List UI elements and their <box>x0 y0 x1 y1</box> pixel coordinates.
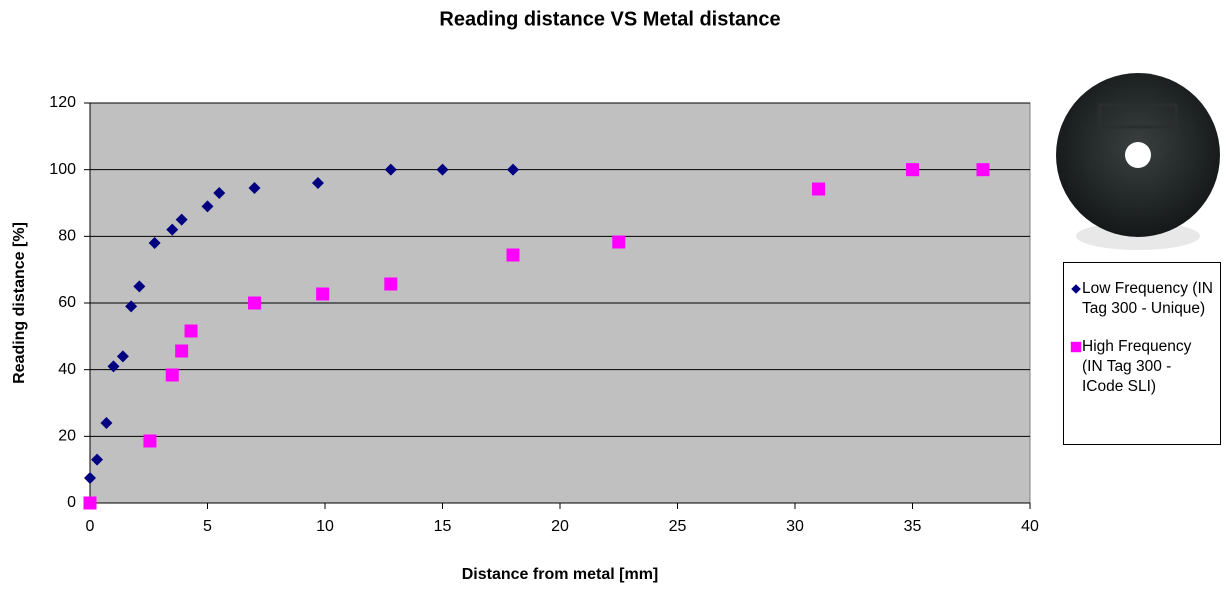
legend-entry: High Frequency (IN Tag 300 - ICode SLI) <box>1070 337 1214 397</box>
point <box>248 297 261 310</box>
tag-image <box>1056 73 1220 250</box>
legend-symbol <box>1070 341 1082 353</box>
point <box>612 236 625 249</box>
x-tick-label: 5 <box>203 518 212 535</box>
x-tick-label: 40 <box>1021 518 1039 535</box>
x-tick-label: 0 <box>86 518 95 535</box>
chart-title: Reading distance VS Metal distance <box>439 8 780 30</box>
y-tick-label: 40 <box>58 361 76 378</box>
y-tick-label: 100 <box>49 161 76 178</box>
legend-entry: Low Frequency (IN Tag 300 - Unique) <box>1070 279 1214 319</box>
point <box>175 345 188 358</box>
point <box>185 325 198 338</box>
point <box>1071 284 1081 294</box>
legend: Low Frequency (IN Tag 300 - Unique) High … <box>1063 262 1221 445</box>
y-tick-label: 120 <box>49 94 76 111</box>
page: {"chart_data": {"type": "scatter", "titl… <box>0 0 1226 590</box>
point <box>977 163 990 176</box>
x-tick-label: 15 <box>434 518 452 535</box>
x-tick-label: 25 <box>669 518 687 535</box>
point <box>507 249 520 262</box>
point <box>384 278 397 291</box>
legend-label: High Frequency (IN Tag 300 - ICode SLI) <box>1082 337 1214 397</box>
point <box>1071 342 1081 352</box>
point <box>316 288 329 301</box>
legend-symbol <box>1070 283 1082 295</box>
chart: Reading distance VS Metal distance Dista… <box>0 0 1226 590</box>
x-tick-label: 20 <box>551 518 569 535</box>
point <box>84 497 97 510</box>
x-tick-label: 10 <box>316 518 334 535</box>
legend-label: Low Frequency (IN Tag 300 - Unique) <box>1082 279 1214 319</box>
y-tick-label: 60 <box>58 294 76 311</box>
y-axis-label: Reading distance [%] <box>11 222 28 384</box>
point <box>143 435 156 448</box>
x-tick-label: 30 <box>786 518 804 535</box>
y-tick-label: 20 <box>58 428 76 445</box>
y-tick-label: 0 <box>67 494 76 511</box>
point <box>812 183 825 196</box>
x-axis-label: Distance from metal [mm] <box>462 566 659 583</box>
point <box>166 369 179 382</box>
point <box>906 163 919 176</box>
y-tick-label: 80 <box>58 228 76 245</box>
x-tick-label: 35 <box>904 518 922 535</box>
